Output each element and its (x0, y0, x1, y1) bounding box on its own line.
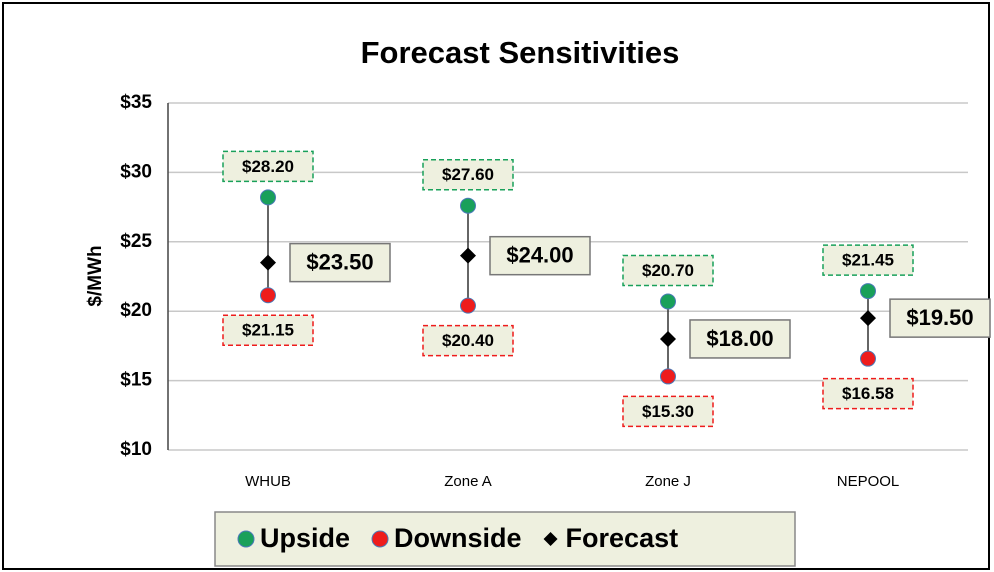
data-label: $15.30 (642, 402, 694, 421)
dot-marker (660, 293, 676, 310)
x-tick-label: NEPOOL (837, 473, 900, 490)
forecast-label-box (289, 242, 391, 283)
dot-marker (460, 297, 476, 314)
downside-label-box (422, 324, 514, 357)
forecast-marker (460, 247, 476, 264)
x-tick-label: Zone J (645, 473, 691, 490)
forecast-label-box (689, 319, 791, 359)
forecast-label-box (889, 298, 991, 338)
upside-label-box (222, 150, 314, 183)
data-label: $16.58 (842, 384, 894, 403)
dot-marker (260, 189, 276, 206)
legend-marker (237, 530, 255, 548)
dot-marker (860, 283, 876, 300)
y-axis-label: $/MWh (85, 245, 106, 306)
y-tick-label: $35 (120, 92, 152, 113)
data-label: $23.50 (306, 249, 373, 274)
downside-label-box (222, 314, 314, 346)
forecast-marker (860, 310, 876, 327)
data-label: $28.20 (242, 157, 294, 176)
legend-label: Forecast (566, 523, 679, 553)
x-tick-label: WHUB (245, 473, 291, 490)
legend-marker (543, 532, 558, 546)
y-tick-label: $20 (120, 300, 152, 321)
y-tick-label: $15 (120, 370, 152, 391)
data-label: $21.15 (242, 321, 294, 340)
forecast-marker (660, 330, 676, 347)
upside-label-box (822, 244, 914, 276)
forecast-marker (260, 254, 276, 271)
x-tick-label: Zone A (444, 473, 492, 490)
data-label: $19.50 (906, 305, 973, 330)
forecast-label-box (489, 235, 591, 276)
chart-title: Forecast Sensitivities (361, 35, 680, 70)
data-label: $21.45 (842, 251, 894, 270)
data-label: $24.00 (506, 242, 573, 267)
legend-label: Upside (260, 523, 350, 553)
upside-label-box (622, 254, 714, 287)
downside-label-box (822, 377, 914, 410)
legend-marker (371, 530, 389, 548)
legend-label: Downside (394, 523, 522, 553)
y-tick-label: $30 (120, 161, 152, 182)
data-label: $27.60 (442, 165, 494, 184)
upside-label-box (422, 158, 514, 191)
dot-marker (860, 350, 876, 367)
dot-marker (260, 287, 276, 304)
legend-box (214, 511, 796, 567)
y-tick-label: $25 (120, 231, 152, 252)
data-label: $20.40 (442, 331, 494, 350)
y-tick-label: $10 (120, 439, 152, 460)
downside-label-box (622, 395, 714, 428)
dot-marker (660, 368, 676, 385)
data-label: $20.70 (642, 261, 694, 280)
dot-marker (460, 197, 476, 214)
data-label: $18.00 (706, 326, 773, 351)
